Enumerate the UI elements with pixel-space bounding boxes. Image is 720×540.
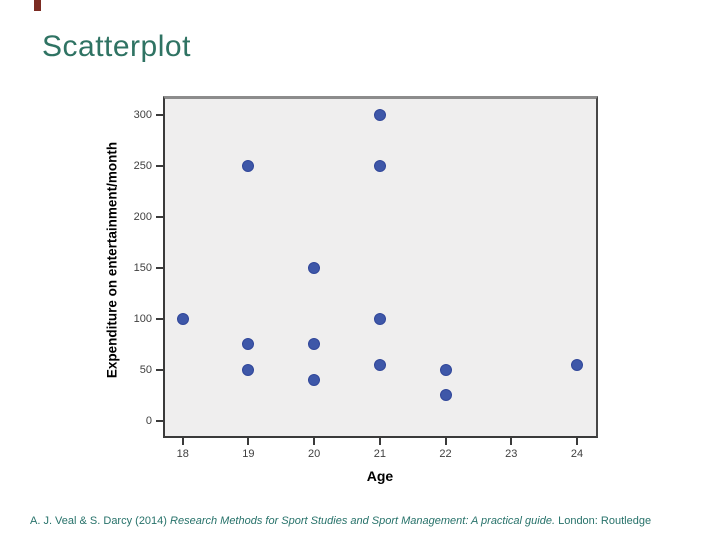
data-point <box>242 363 255 376</box>
citation-authors: A. J. Veal & S. Darcy (2014) <box>30 515 171 527</box>
data-point <box>242 159 255 172</box>
x-axis-tick <box>575 438 578 445</box>
citation-publisher: London: Routledge <box>555 515 652 527</box>
data-point <box>570 358 583 371</box>
x-axis-title: Age <box>366 468 394 484</box>
data-point <box>242 338 255 351</box>
x-axis-tick-label: 22 <box>439 448 452 460</box>
y-axis-tick <box>156 368 163 371</box>
x-axis-tick-label: 21 <box>373 448 386 460</box>
data-point <box>373 358 386 371</box>
x-axis-tick <box>510 438 513 445</box>
y-axis-tick-label: 100 <box>133 312 152 325</box>
y-axis-tick <box>156 113 163 116</box>
x-axis-tick <box>444 438 447 445</box>
data-point <box>308 338 321 351</box>
x-axis-tick-label: 23 <box>505 448 518 460</box>
x-axis-tick <box>181 438 184 445</box>
y-axis-tick <box>156 419 163 422</box>
x-axis-tick <box>247 438 250 445</box>
y-axis-tick-label: 200 <box>133 210 152 223</box>
citation: A. J. Veal & S. Darcy (2014) Research Me… <box>30 514 690 528</box>
y-axis-tick-label: 50 <box>139 363 152 376</box>
data-point <box>373 159 386 172</box>
data-point <box>373 108 386 121</box>
y-axis-tick <box>156 164 163 167</box>
citation-book-title: Research Methods for Sport Studies and S… <box>170 515 556 527</box>
data-point <box>439 389 452 402</box>
y-axis-tick-label: 250 <box>133 159 152 172</box>
y-axis-tick <box>156 215 163 218</box>
plot-area <box>163 96 598 438</box>
data-point <box>176 312 189 325</box>
y-axis-tick-label: 300 <box>133 108 152 121</box>
x-axis-tick-label: 19 <box>242 448 255 460</box>
x-axis-tick <box>378 438 381 445</box>
page-title: Scatterplot <box>42 30 191 63</box>
y-axis-tick-label: 150 <box>133 261 152 274</box>
x-axis-tick-label: 20 <box>308 448 321 460</box>
x-axis-tick-label: 18 <box>176 448 189 460</box>
y-axis-tick-label: 0 <box>145 414 152 427</box>
data-point <box>439 363 452 376</box>
slide-corner-marker <box>34 0 41 11</box>
y-axis-tick <box>156 317 163 320</box>
y-axis-tick <box>156 266 163 269</box>
x-axis-tick <box>313 438 316 445</box>
data-point <box>308 261 321 274</box>
data-point <box>308 374 321 387</box>
data-point <box>373 312 386 325</box>
x-axis-tick-label: 24 <box>570 448 584 460</box>
